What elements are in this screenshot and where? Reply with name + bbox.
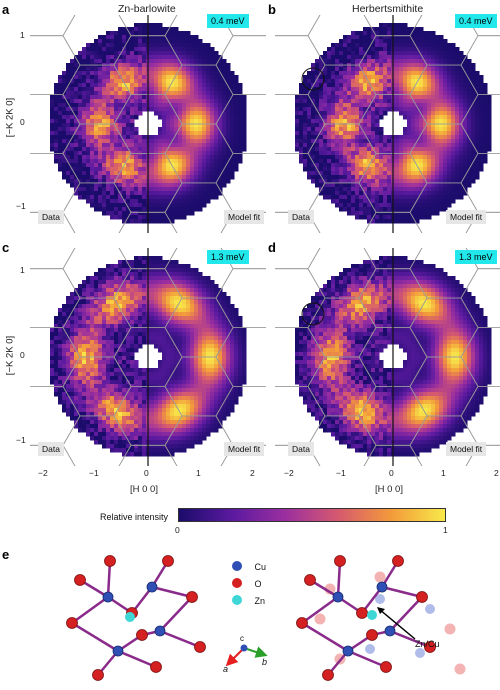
- axis-b-label: b: [262, 657, 267, 667]
- energy-badge-b: 0.4 meV: [455, 14, 497, 28]
- x-tick-d-m1: −1: [336, 468, 346, 478]
- colorbar-label: Relative intensity: [100, 512, 168, 522]
- data-label-c: Data: [38, 442, 64, 456]
- x-axis-label-right: [H 0 0]: [375, 484, 403, 495]
- x-tick-d-0: 0: [389, 468, 394, 478]
- y-axis-label-top: [−K 2K 0]: [5, 88, 16, 148]
- map-panel-b: [275, 15, 500, 233]
- o-atom-icon: [232, 578, 242, 588]
- y-axis-label-bottom: [−K 2K 0]: [5, 326, 16, 386]
- legend-o: O: [232, 574, 261, 592]
- zn-cu-label: Zn/Cu: [415, 639, 440, 649]
- colorbar-max: 1: [443, 525, 448, 535]
- y-tick-a-m1: −1: [16, 201, 26, 211]
- x-tick-d-2: 2: [494, 468, 499, 478]
- colorbar: [178, 508, 446, 522]
- panel-letter-a: a: [2, 2, 9, 17]
- data-label-b: Data: [288, 210, 314, 224]
- x-tick-c-m1: −1: [89, 468, 99, 478]
- fit-label-d: Model fit: [446, 442, 486, 456]
- y-tick-a-0: 0: [20, 117, 25, 127]
- colorbar-min: 0: [175, 525, 180, 535]
- legend-zn-label: Zn: [254, 596, 265, 606]
- data-label-d: Data: [288, 442, 314, 456]
- panel-letter-e: e: [2, 547, 9, 562]
- energy-badge-a: 0.4 meV: [207, 14, 249, 28]
- fit-label-c: Model fit: [224, 442, 264, 456]
- map-panel-d: [275, 248, 500, 466]
- axis-a-label: a: [223, 664, 228, 674]
- energy-badge-d: 1.3 meV: [455, 250, 497, 264]
- axis-c-label: c: [240, 634, 244, 643]
- x-tick-d-1: 1: [441, 468, 446, 478]
- fit-label-b: Model fit: [446, 210, 486, 224]
- zn-atom-icon: [232, 595, 242, 605]
- cu-atom-icon: [232, 561, 242, 571]
- column-title-herbertsmithite: Herbertsmithite: [352, 3, 423, 15]
- fit-label-a: Model fit: [224, 210, 264, 224]
- energy-badge-c: 1.3 meV: [207, 250, 249, 264]
- x-tick-d-m2: −2: [284, 468, 294, 478]
- y-tick-a-1: 1: [20, 30, 25, 40]
- map-panel-a: [30, 15, 266, 233]
- legend-cu: Cu: [232, 557, 266, 575]
- y-tick-c-m1: −1: [16, 435, 26, 445]
- x-tick-c-1: 1: [196, 468, 201, 478]
- y-tick-c-0: 0: [20, 350, 25, 360]
- x-tick-c-m2: −2: [38, 468, 48, 478]
- x-tick-c-0: 0: [144, 468, 149, 478]
- zn-barlowite-structure: [60, 555, 220, 683]
- data-label-a: Data: [38, 210, 64, 224]
- panel-letter-c: c: [2, 240, 9, 255]
- legend-o-label: O: [254, 579, 261, 589]
- x-axis-label-left: [H 0 0]: [130, 484, 158, 495]
- column-title-zn-barlowite: Zn-barlowite: [118, 3, 176, 15]
- x-tick-c-2: 2: [250, 468, 255, 478]
- legend-cu-label: Cu: [254, 562, 266, 572]
- legend-zn: Zn: [232, 591, 265, 609]
- map-panel-c: [30, 248, 266, 466]
- y-tick-c-1: 1: [20, 265, 25, 275]
